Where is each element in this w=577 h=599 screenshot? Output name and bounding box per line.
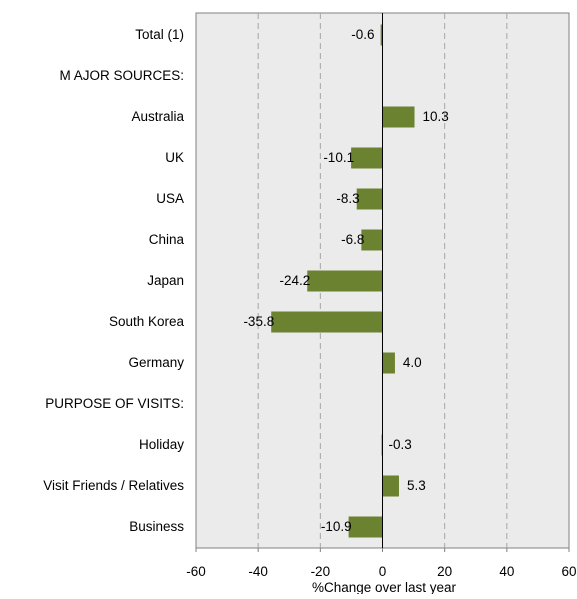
bar — [361, 229, 383, 251]
category-label: Visit Friends / Relatives — [43, 478, 184, 493]
data-label: -10.9 — [321, 519, 352, 534]
category-label: Germany — [128, 355, 184, 370]
category-label: M AJOR SOURCES: — [59, 68, 184, 83]
x-tick-label: -60 — [186, 564, 206, 579]
bar — [348, 516, 383, 538]
category-label: Japan — [147, 273, 184, 288]
x-tick-label: -20 — [311, 564, 331, 579]
category-label: South Korea — [109, 314, 185, 329]
category-label: Australia — [131, 109, 184, 124]
bar — [271, 311, 383, 333]
data-label: -0.3 — [389, 437, 412, 452]
category-label: UK — [165, 150, 184, 165]
x-axis-title: %Change over last year — [312, 580, 457, 594]
bar — [351, 147, 383, 169]
data-label: -10.1 — [323, 150, 354, 165]
category-label: Total (1) — [135, 27, 184, 42]
data-label: 5.3 — [407, 478, 426, 493]
x-tick-label: 40 — [499, 564, 514, 579]
bar — [382, 475, 399, 497]
category-label: Holiday — [139, 437, 184, 452]
bar — [382, 106, 415, 128]
bar — [356, 188, 383, 210]
data-label: -35.8 — [243, 314, 274, 329]
data-label: -6.8 — [341, 232, 364, 247]
x-tick-label: -40 — [248, 564, 268, 579]
data-label: 4.0 — [403, 355, 422, 370]
data-label: -24.2 — [279, 273, 310, 288]
data-label: -8.3 — [336, 191, 359, 206]
category-label: Business — [129, 519, 184, 534]
category-label: USA — [156, 191, 184, 206]
category-label: PURPOSE OF VISITS: — [45, 396, 184, 411]
category-label: China — [149, 232, 185, 247]
x-tick-label: 20 — [437, 564, 452, 579]
x-tick-label: 0 — [379, 564, 387, 579]
x-tick-label: 60 — [561, 564, 576, 579]
bar — [380, 24, 383, 46]
data-label: 10.3 — [423, 109, 449, 124]
bar — [307, 270, 383, 292]
data-label: -0.6 — [351, 27, 374, 42]
bar — [382, 352, 395, 374]
